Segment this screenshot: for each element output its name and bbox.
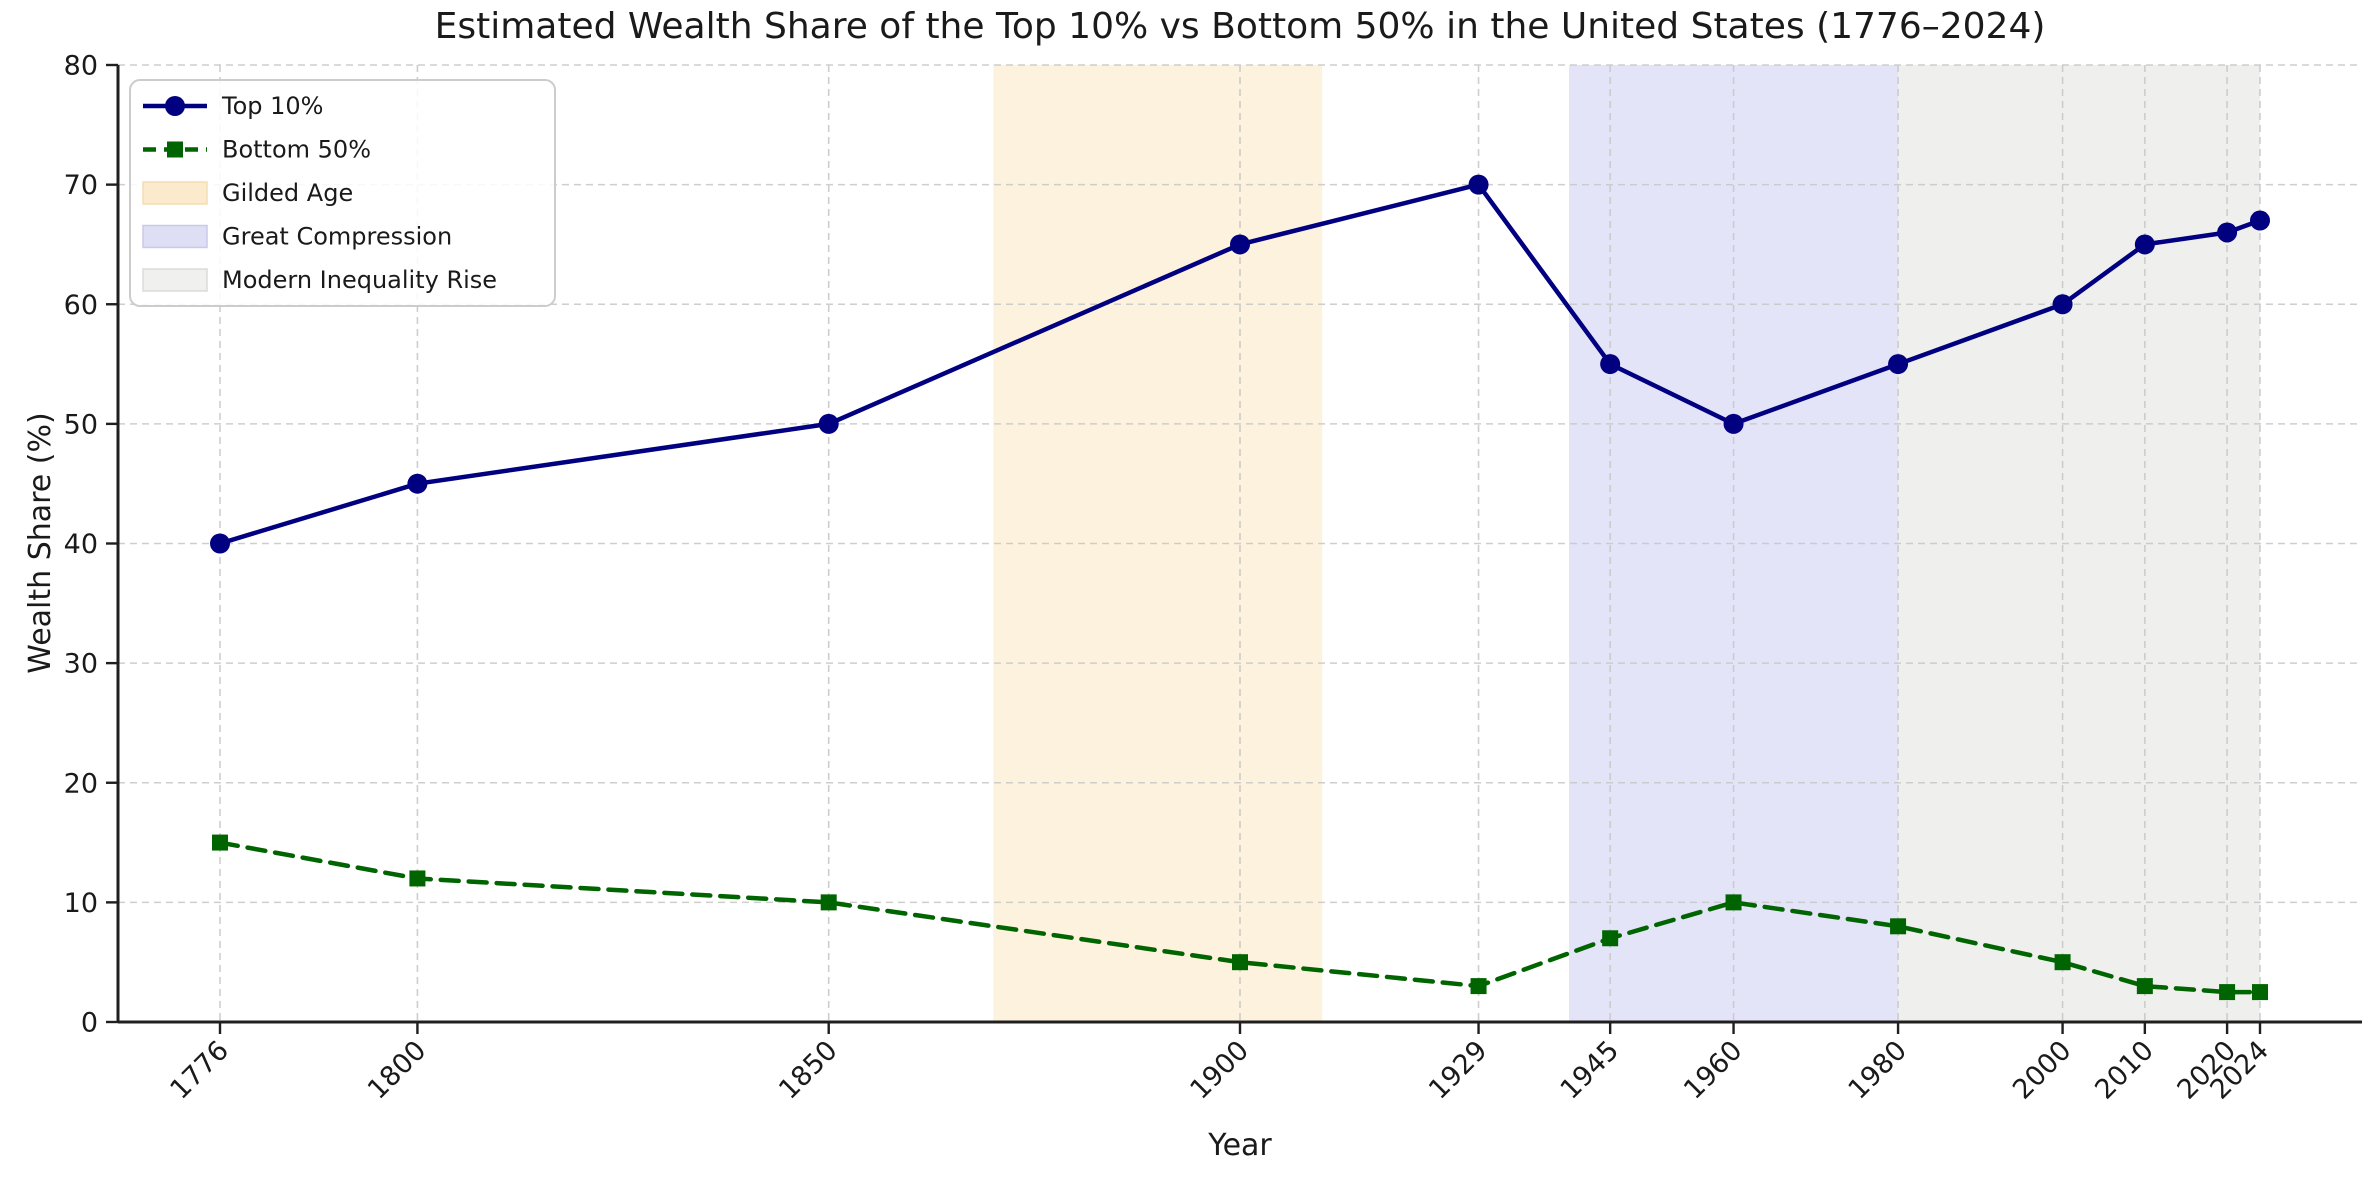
legend-box [129,79,556,307]
legend-entry-gilded-age: Gilded Age [142,179,353,207]
marker-top-10-1980 [1888,354,1909,375]
series-markers-top-10 [210,174,2270,554]
tick-marks [106,63,2262,1034]
legend-label-gilded-age: Gilded Age [222,179,353,207]
marker-bottom-50-1980 [1890,918,1907,935]
marker-bottom-50-2020 [2219,984,2236,1001]
marker-bottom-50-1929 [1470,978,1487,995]
marker-bottom-50-1800 [409,870,426,887]
x-tick-label-1960: 1960 [1678,1035,1749,1106]
legend-patch [142,181,208,205]
marker-bottom-50-2024 [2252,984,2268,1001]
legend-entry-bottom-50: Bottom 50% [143,136,371,164]
y-tick-label-80: 80 [64,51,98,82]
legend-label-top-10: Top 10% [221,92,323,120]
legend: Top 10% Bottom 50% Gilded Age Great Compres… [129,79,556,307]
y-tick-label-10: 10 [64,888,98,919]
marker-bottom-50-1945 [1602,930,1619,947]
legend-patch [142,268,208,292]
marker-bottom-50-1960 [1725,894,1742,911]
series-line-bottom-50 [217,840,2263,995]
legend-label-great-compression: Great Compression [222,223,452,251]
series-markers-bottom-50 [212,834,2268,1001]
marker-top-10-1929 [1468,174,1489,195]
legend-patch [142,224,208,249]
y-tick-label-20: 20 [64,768,98,799]
y-tick-label-40: 40 [64,529,98,560]
marker-top-10-1945 [1600,354,1621,375]
x-tick-label-1980: 1980 [1843,1035,1914,1106]
marker-top-10-1900 [1230,234,1250,255]
x-tick-label-1800: 1800 [362,1035,433,1106]
marker-bottom-50-1850 [820,894,837,911]
x-tick-label-1929: 1929 [1423,1035,1494,1106]
marker-top-10-1960 [1723,413,1744,434]
x-axis-label: Year [1207,1128,1272,1163]
y-tick-label-50: 50 [64,409,98,440]
legend-label-modern-inequality-rise: Modern Inequality Rise [222,266,497,294]
marker-top-10-2010 [2134,234,2155,255]
x-tick-label-1900: 1900 [1184,1035,1255,1106]
x-tick-label-1850: 1850 [773,1035,844,1106]
marker-top-10-2024 [2250,210,2270,231]
marker-top-10-1800 [407,473,428,494]
series-line-top-10 [217,182,2263,546]
era-bands-layer [993,65,2260,1022]
y-tick-label-0: 0 [81,1008,98,1039]
marker-bottom-50-1776 [212,834,228,851]
legend-entry-great-compression: Great Compression [142,223,452,251]
marker-top-10-2000 [2052,294,2073,315]
marker-top-10-1776 [210,533,230,554]
y-tick-label-30: 30 [64,649,98,680]
marker-top-10-2020 [2217,222,2238,243]
chart-title: Estimated Wealth Share of the Top 10% vs… [435,6,2046,47]
marker-bottom-50-2000 [2054,954,2071,971]
legend-marker [165,96,185,116]
plot-area: 0 10 20 30 40 50 60 70 80 1776 1800 1850 1900 1929 194… [64,51,2362,1106]
marker-bottom-50-1900 [1232,954,1248,971]
x-tick-label-1776: 1776 [164,1035,235,1106]
x-tick-label-2000: 2000 [2007,1035,2078,1106]
y-tick-label-60: 60 [64,290,98,321]
x-tick-label-1945: 1945 [1555,1035,1626,1106]
legend-label-bottom-50: Bottom 50% [222,136,371,164]
legend-marker [167,141,183,158]
marker-bottom-50-2010 [2136,978,2153,995]
legend-entry-modern-inequality-rise: Modern Inequality Rise [142,266,497,294]
y-axis-label: Wealth Share (%) [23,412,58,673]
series-layer [210,174,2270,1001]
legend-entry-top-10: Top 10% [143,92,323,120]
y-tick-label-70: 70 [64,170,98,201]
marker-top-10-1850 [818,413,839,434]
x-tick-label-2010: 2010 [2089,1035,2160,1106]
